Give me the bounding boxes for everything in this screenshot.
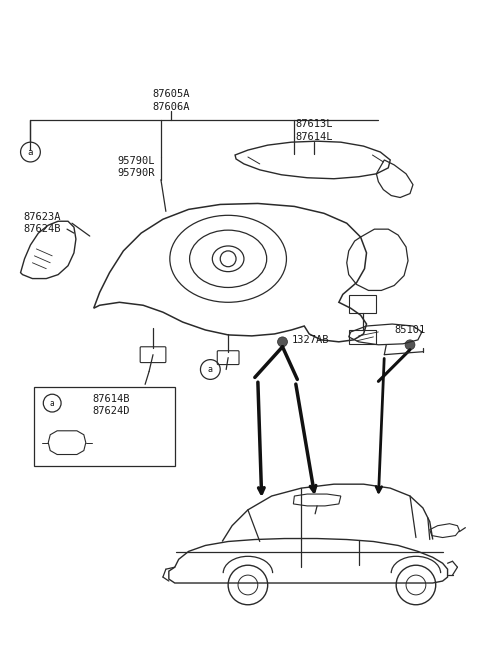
Circle shape	[405, 340, 415, 350]
Circle shape	[277, 337, 288, 346]
Text: a: a	[208, 365, 213, 374]
Text: 87613L
87614L: 87613L 87614L	[295, 119, 333, 141]
Text: 87623A
87624B: 87623A 87624B	[24, 212, 61, 234]
Text: 85101: 85101	[395, 325, 426, 335]
Text: a: a	[50, 399, 55, 407]
Text: 87605A
87606A: 87605A 87606A	[152, 90, 190, 112]
Text: 1327AB: 1327AB	[291, 335, 329, 345]
Text: 95790L
95790R: 95790L 95790R	[118, 156, 155, 178]
Text: 87614B
87624D: 87614B 87624D	[93, 394, 130, 417]
Text: a: a	[28, 147, 33, 157]
